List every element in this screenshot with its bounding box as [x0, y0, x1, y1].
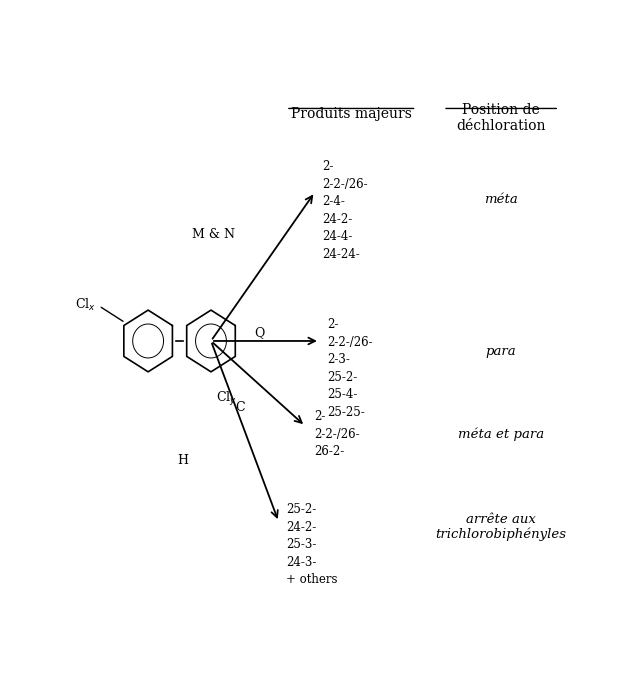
Text: Cl$_x$: Cl$_x$	[74, 296, 95, 313]
Text: 25-2-
24-2-
25-3-
24-3-
+ others: 25-2- 24-2- 25-3- 24-3- + others	[286, 503, 338, 586]
Text: 2-
2-2-/26-
2-3-
25-2-
25-4-
25-25-: 2- 2-2-/26- 2-3- 25-2- 25-4- 25-25-	[327, 318, 373, 419]
Text: C: C	[235, 401, 245, 414]
Text: Q: Q	[255, 326, 265, 339]
Text: méta: méta	[484, 193, 518, 207]
Text: Produits majeurs: Produits majeurs	[291, 107, 412, 121]
Text: 2-
2-2-/26-
2-4-
24-2-
24-4-
24-24-: 2- 2-2-/26- 2-4- 24-2- 24-4- 24-24-	[322, 160, 368, 261]
Text: Cl$_y$: Cl$_y$	[216, 390, 236, 408]
Text: H: H	[177, 454, 188, 467]
Text: 2-
2-2-/26-
26-2-: 2- 2-2-/26- 26-2-	[314, 410, 359, 458]
Text: Position de
déchloration: Position de déchloration	[456, 103, 546, 133]
Text: M & N: M & N	[192, 228, 235, 241]
Text: méta et para: méta et para	[458, 427, 544, 441]
Text: para: para	[486, 345, 517, 358]
Text: arrête aux
trichlorobiphényles: arrête aux trichlorobiphényles	[436, 513, 567, 542]
